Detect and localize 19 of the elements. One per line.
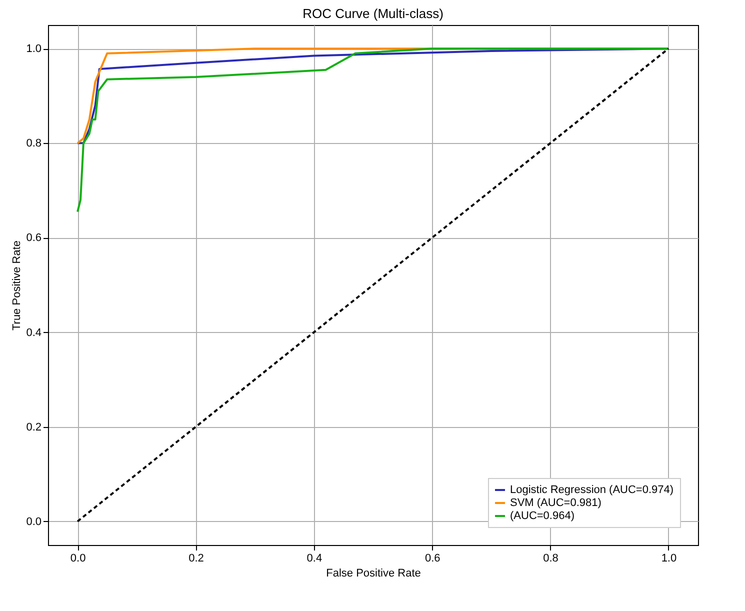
y-tick-label: 0.8 bbox=[26, 138, 42, 150]
x-tick-label: 0.0 bbox=[70, 552, 86, 564]
legend-label: SVM (AUC=0.981) bbox=[510, 497, 602, 509]
y-tick-label: 0.2 bbox=[26, 421, 42, 434]
chart-title: ROC Curve (Multi-class) bbox=[302, 6, 444, 21]
x-tick-label: 0.4 bbox=[306, 552, 322, 564]
y-tick-label: 0.4 bbox=[26, 326, 42, 339]
x-tick-label: 0.2 bbox=[188, 552, 204, 564]
legend-label: Logistic Regression (AUC=0.974) bbox=[510, 484, 674, 496]
y-axis-title: True Positive Rate bbox=[11, 240, 24, 331]
x-tick-label: 1.0 bbox=[661, 552, 677, 564]
line-series bbox=[76, 48, 670, 213]
x-tick-label: 0.8 bbox=[543, 552, 558, 564]
y-tick-label: 0.6 bbox=[26, 232, 42, 244]
x-axis-title: False Positive Rate bbox=[326, 568, 421, 580]
legend-label: (AUC=0.964) bbox=[510, 510, 575, 522]
y-tick-label: 0.0 bbox=[26, 516, 42, 528]
x-tick-label: 0.6 bbox=[424, 552, 440, 564]
y-tick-label: 1.0 bbox=[26, 43, 42, 56]
